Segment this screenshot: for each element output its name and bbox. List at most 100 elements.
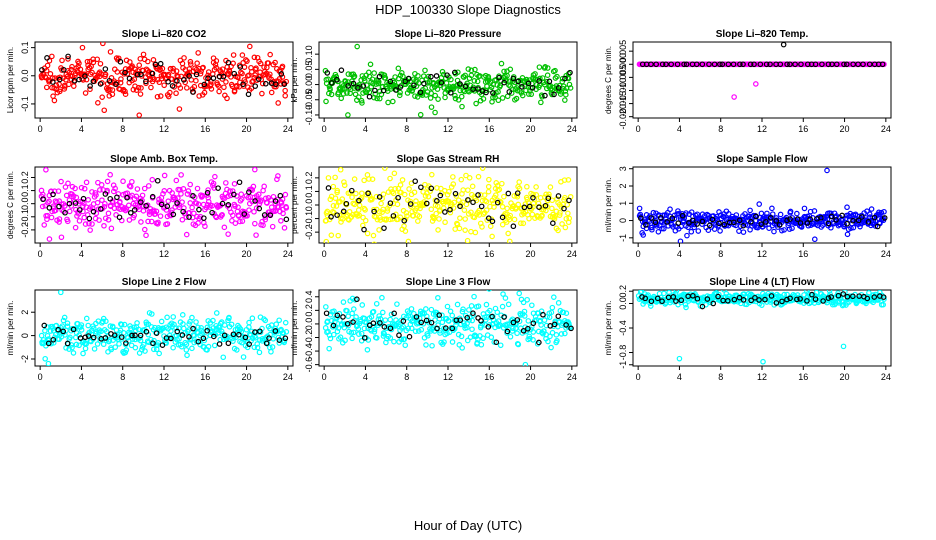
- data-point: [560, 309, 567, 316]
- data-point: [387, 335, 394, 341]
- reference-point: [211, 333, 217, 340]
- data-point: [455, 69, 461, 76]
- data-point: [444, 191, 451, 198]
- reference-point: [354, 296, 360, 303]
- reference-point: [669, 215, 676, 222]
- data-point: [69, 73, 76, 80]
- reference-point: [844, 220, 850, 227]
- data-point: [355, 94, 362, 100]
- y-tick-label: 0: [618, 218, 628, 223]
- data-point: [384, 208, 391, 214]
- reference-point: [653, 61, 659, 68]
- data-point: [565, 75, 572, 82]
- x-tick-label: 8: [404, 249, 409, 259]
- reference-point: [514, 190, 521, 196]
- reference-point: [818, 215, 824, 221]
- data-point: [787, 208, 794, 215]
- data-point: [486, 290, 492, 292]
- data-point: [243, 57, 249, 63]
- reference-point: [273, 81, 279, 88]
- data-point: [83, 340, 90, 347]
- data-point: [543, 322, 550, 329]
- data-point: [401, 336, 408, 342]
- data-point: [194, 60, 200, 66]
- data-point: [102, 200, 108, 207]
- data-point: [550, 294, 557, 300]
- data-point: [801, 205, 808, 212]
- data-point: [526, 215, 532, 222]
- outlier-point: [677, 238, 684, 243]
- data-point: [344, 308, 350, 314]
- reference-point: [494, 199, 501, 206]
- data-point: [122, 66, 129, 72]
- data-point: [339, 216, 346, 222]
- x-tick-label: 8: [718, 124, 723, 134]
- reference-point: [807, 216, 813, 223]
- reference-point: [186, 73, 192, 79]
- data-points: [322, 167, 574, 243]
- outlier-point: [522, 361, 529, 366]
- data-point: [844, 231, 851, 238]
- x-tick-label: 12: [443, 124, 453, 134]
- y-axis-label: percent per min.: [290, 176, 299, 234]
- data-point: [435, 227, 441, 233]
- data-point: [844, 204, 850, 211]
- data-point: [514, 193, 521, 200]
- data-point: [505, 301, 512, 308]
- x-tick-label: 4: [79, 124, 84, 134]
- data-point: [137, 55, 144, 62]
- y-tick-label: 0.2: [618, 285, 628, 298]
- data-point: [210, 317, 216, 324]
- data-point: [771, 228, 777, 235]
- data-point: [218, 328, 225, 335]
- data-point: [347, 320, 354, 326]
- data-point: [480, 96, 487, 102]
- outlier-point: [323, 238, 330, 243]
- data-point: [110, 188, 117, 195]
- panel-title: Slope Li–820 CO2: [122, 29, 207, 40]
- data-point: [114, 69, 121, 75]
- data-points: [636, 42, 887, 100]
- reference-point: [126, 75, 133, 82]
- data-point: [444, 330, 450, 337]
- data-point: [427, 95, 434, 101]
- data-point: [118, 76, 124, 82]
- reference-point: [343, 200, 350, 207]
- data-points: [38, 290, 290, 366]
- data-point: [434, 86, 441, 92]
- reference-point: [850, 293, 856, 300]
- data-point: [244, 58, 250, 64]
- data-point: [281, 337, 288, 344]
- reference-point: [345, 83, 352, 89]
- data-point: [461, 207, 468, 213]
- reference-point: [725, 61, 732, 68]
- reference-point: [757, 61, 764, 68]
- data-point: [53, 82, 60, 88]
- data-point: [428, 171, 435, 178]
- reference-point: [475, 86, 481, 92]
- data-point: [110, 324, 116, 331]
- reference-point: [493, 339, 500, 346]
- reference-point: [334, 212, 340, 218]
- data-point: [483, 301, 490, 308]
- data-point: [330, 183, 337, 190]
- data-point: [99, 197, 105, 203]
- data-point: [452, 95, 459, 102]
- data-point: [351, 176, 358, 182]
- reference-point: [850, 217, 856, 224]
- data-point: [181, 55, 187, 61]
- reference-point: [164, 203, 171, 210]
- reference-point: [794, 216, 801, 223]
- data-point: [416, 213, 423, 220]
- data-point: [538, 322, 544, 328]
- data-point: [173, 325, 179, 331]
- reference-point: [748, 297, 754, 304]
- reference-point: [648, 215, 654, 221]
- outlier-point: [840, 343, 847, 350]
- data-point: [371, 329, 378, 335]
- reference-point: [428, 319, 435, 326]
- reference-point: [567, 69, 573, 76]
- data-point: [235, 74, 241, 81]
- data-point: [466, 307, 472, 313]
- data-point: [868, 206, 875, 212]
